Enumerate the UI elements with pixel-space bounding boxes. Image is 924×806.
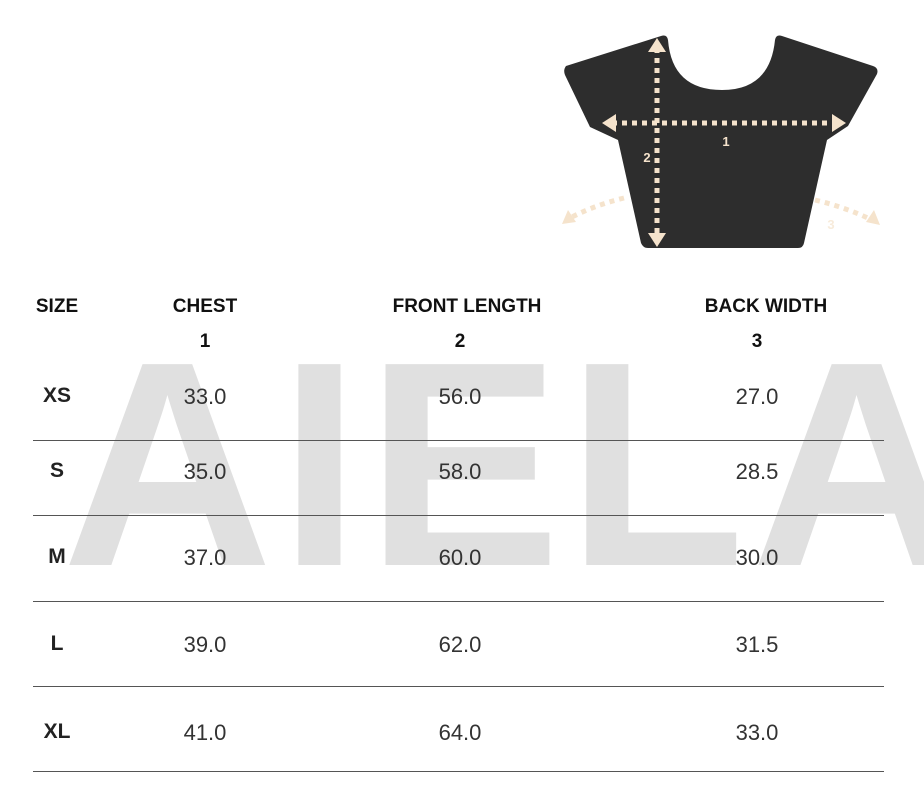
watermark: AIELA [62, 301, 924, 627]
cell-size: XS [42, 384, 72, 407]
header-back-width: BACK WIDTH [704, 296, 828, 317]
cell-back: 31.5 [735, 632, 779, 657]
cell-front: 58.0 [438, 459, 482, 484]
cell-back: 30.0 [735, 545, 779, 570]
row-divider [33, 686, 884, 687]
cell-chest: 39.0 [183, 632, 227, 657]
header-size: SIZE [35, 296, 79, 317]
cell-size: L [50, 632, 64, 655]
cell-front: 62.0 [438, 632, 482, 657]
garment-shape [564, 35, 878, 248]
garment-diagram: 1 2 3 [562, 35, 880, 248]
cell-chest: 41.0 [183, 720, 227, 745]
row-divider [33, 515, 884, 516]
cell-size: XL [43, 720, 71, 743]
cell-front: 56.0 [438, 384, 482, 409]
cell-back: 33.0 [735, 720, 779, 745]
label-3: 3 [827, 217, 834, 232]
cell-chest: 35.0 [183, 459, 227, 484]
cell-size: S [49, 459, 65, 482]
header-chest-num: 1 [199, 331, 211, 352]
label-1: 1 [722, 134, 729, 149]
header-chest: CHEST [172, 296, 238, 317]
cell-chest: 37.0 [183, 545, 227, 570]
header-front-length: FRONT LENGTH [392, 296, 542, 317]
back-width-arrow-left [568, 195, 625, 221]
row-divider [33, 440, 884, 441]
cell-back: 28.5 [735, 459, 779, 484]
cell-front: 60.0 [438, 545, 482, 570]
row-divider [33, 601, 884, 602]
cell-size: M [48, 545, 66, 568]
row-divider [33, 771, 884, 772]
header-back-num: 3 [751, 331, 763, 352]
label-2: 2 [643, 150, 650, 165]
cell-back: 27.0 [735, 384, 779, 409]
header-front-num: 2 [454, 331, 466, 352]
cell-front: 64.0 [438, 720, 482, 745]
cell-chest: 33.0 [183, 384, 227, 409]
